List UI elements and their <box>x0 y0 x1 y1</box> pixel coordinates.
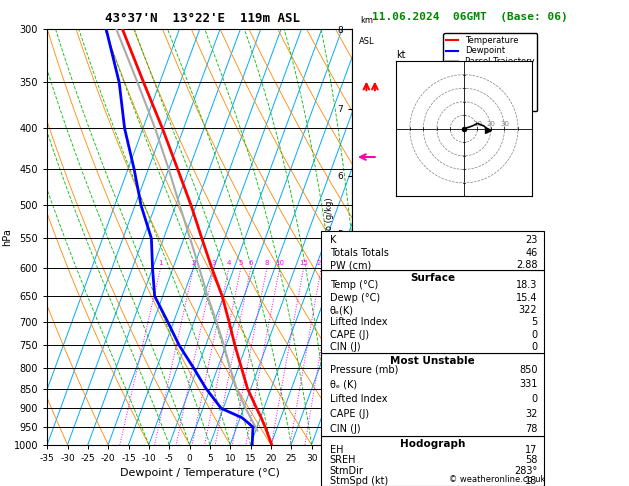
Text: 2.88: 2.88 <box>516 260 537 270</box>
Bar <box>321 270 544 353</box>
Text: 32: 32 <box>525 409 537 419</box>
Text: 20: 20 <box>486 121 496 127</box>
Text: Lifted Index: Lifted Index <box>330 317 387 328</box>
Legend: Temperature, Dewpoint, Parcel Trajectory, Dry Adiabat, Wet Adiabat, Isotherm, Mi: Temperature, Dewpoint, Parcel Trajectory… <box>443 34 537 111</box>
Text: 331: 331 <box>519 380 537 389</box>
Text: 2: 2 <box>191 260 196 266</box>
Text: SREH: SREH <box>330 455 356 466</box>
Text: 322: 322 <box>519 305 537 315</box>
Text: 11.06.2024  06GMT  (Base: 06): 11.06.2024 06GMT (Base: 06) <box>372 12 568 22</box>
Text: 43°37'N  13°22'E  119m ASL: 43°37'N 13°22'E 119m ASL <box>105 12 301 25</box>
Text: K: K <box>330 235 336 245</box>
Text: 78: 78 <box>525 424 537 434</box>
Text: StmSpd (kt): StmSpd (kt) <box>330 476 388 486</box>
Text: 4: 4 <box>226 260 231 266</box>
Bar <box>321 231 544 270</box>
Text: 18: 18 <box>525 476 537 486</box>
Text: ASL: ASL <box>359 37 374 47</box>
Y-axis label: hPa: hPa <box>3 228 12 246</box>
Text: Totals Totals: Totals Totals <box>330 247 389 258</box>
Text: 0: 0 <box>532 394 537 404</box>
Text: 18.3: 18.3 <box>516 280 537 291</box>
Text: CIN (J): CIN (J) <box>330 424 360 434</box>
Text: 3: 3 <box>211 260 216 266</box>
Text: 283°: 283° <box>514 466 537 476</box>
Bar <box>321 436 544 486</box>
Text: CAPE (J): CAPE (J) <box>330 330 369 340</box>
Text: 20: 20 <box>317 260 326 266</box>
Text: Hodograph: Hodograph <box>400 439 465 450</box>
Text: 25: 25 <box>331 260 340 266</box>
Text: 46: 46 <box>525 247 537 258</box>
Text: LCL: LCL <box>359 425 374 434</box>
Text: 10: 10 <box>473 121 482 127</box>
Text: Surface: Surface <box>410 274 455 283</box>
Text: 10: 10 <box>275 260 284 266</box>
Text: 0: 0 <box>532 342 537 352</box>
Text: 15: 15 <box>299 260 308 266</box>
Text: 58: 58 <box>525 455 537 466</box>
Text: 17: 17 <box>525 445 537 455</box>
Text: 1: 1 <box>159 260 163 266</box>
Text: © weatheronline.co.uk: © weatheronline.co.uk <box>448 474 545 484</box>
Text: PW (cm): PW (cm) <box>330 260 371 270</box>
Text: 850: 850 <box>519 364 537 375</box>
Text: θₑ (K): θₑ (K) <box>330 380 357 389</box>
Text: 15.4: 15.4 <box>516 293 537 303</box>
Text: 5: 5 <box>531 317 537 328</box>
Text: Lifted Index: Lifted Index <box>330 394 387 404</box>
Text: km: km <box>360 16 373 25</box>
Text: StmDir: StmDir <box>330 466 364 476</box>
Text: Most Unstable: Most Unstable <box>390 356 475 366</box>
Text: CIN (J): CIN (J) <box>330 342 360 352</box>
Text: 5: 5 <box>238 260 243 266</box>
Text: EH: EH <box>330 445 343 455</box>
Text: θₑ(K): θₑ(K) <box>330 305 353 315</box>
Text: Pressure (mb): Pressure (mb) <box>330 364 398 375</box>
Text: Temp (°C): Temp (°C) <box>330 280 378 291</box>
X-axis label: Dewpoint / Temperature (°C): Dewpoint / Temperature (°C) <box>120 469 280 478</box>
Text: kt: kt <box>396 51 406 60</box>
Text: 23: 23 <box>525 235 537 245</box>
Bar <box>321 353 544 436</box>
Text: Dewp (°C): Dewp (°C) <box>330 293 380 303</box>
Text: 30: 30 <box>500 121 509 127</box>
Text: 6: 6 <box>248 260 253 266</box>
Text: CAPE (J): CAPE (J) <box>330 409 369 419</box>
Text: 0: 0 <box>532 330 537 340</box>
Text: 8: 8 <box>265 260 269 266</box>
Text: Mixing Ratio (g/kg): Mixing Ratio (g/kg) <box>325 197 334 277</box>
